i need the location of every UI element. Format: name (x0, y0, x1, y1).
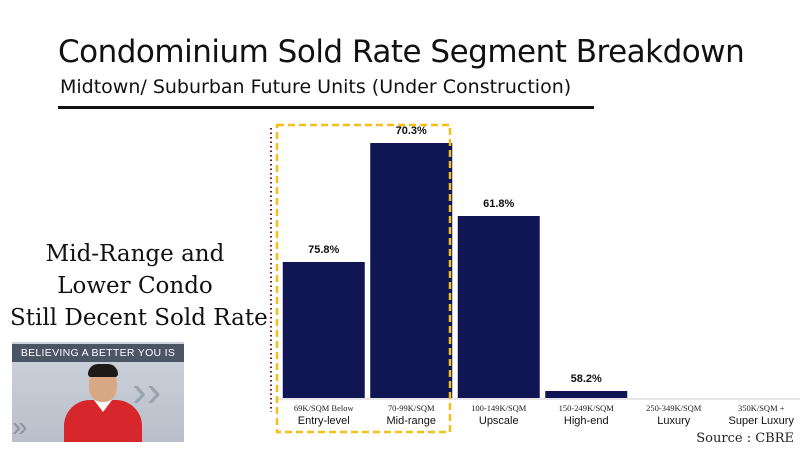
x-tick-segment-label: Entry-level (298, 415, 350, 427)
x-tick-segment-label: High-end (564, 415, 609, 427)
source-note: Source : CBRE (696, 431, 794, 446)
bar (282, 262, 365, 398)
x-tick-price-label: 70-99K/SQM (388, 403, 435, 413)
slide-subtitle: Midtown/ Suburban Future Units (Under Co… (60, 76, 572, 98)
x-tick-price-label: 100-149K/SQM (471, 403, 527, 413)
x-tick-price-label: 150-249K/SQM (559, 403, 615, 413)
x-tick-segment-label: Luxury (657, 415, 691, 427)
highlight-box (275, 123, 452, 434)
callout-line: Lower Condo (57, 273, 213, 299)
bar-value-label: 58.2% (571, 373, 602, 385)
presenter-hair (88, 364, 118, 377)
x-tick-segment-label: Super Luxury (729, 415, 795, 427)
arrow-logo-icon: » (12, 411, 28, 442)
chevron-graphic-icon: ›› (132, 367, 162, 416)
slide-title: Condominium Sold Rate Segment Breakdown (58, 34, 745, 70)
x-tick-segment-label: Upscale (479, 415, 519, 427)
callout-line: Mid-Range and (45, 241, 225, 267)
x-tick-price-label: 69K/SQM Below (294, 403, 355, 413)
x-tick-segment-label: Mid-range (386, 415, 436, 427)
title-underline (58, 106, 594, 109)
x-tick-price-label: 250-349K/SQM (646, 403, 702, 413)
callout-line: Still Decent Sold Rate (10, 305, 268, 331)
callout-text: Mid-Range and Lower Condo Still Decent S… (10, 238, 268, 334)
video-banner: BELIEVING A BETTER YOU IS (12, 344, 184, 362)
bar (545, 391, 628, 398)
bar (370, 143, 453, 398)
bar-value-label: 75.8% (308, 244, 339, 256)
x-tick-price-label: 350K/SQM + (738, 403, 785, 413)
presenter-video: BELIEVING A BETTER YOU IS ›› » (12, 342, 184, 442)
bar-value-label: 61.8% (483, 198, 514, 210)
bar (457, 216, 540, 398)
bar-value-label: 70.3% (396, 125, 427, 137)
